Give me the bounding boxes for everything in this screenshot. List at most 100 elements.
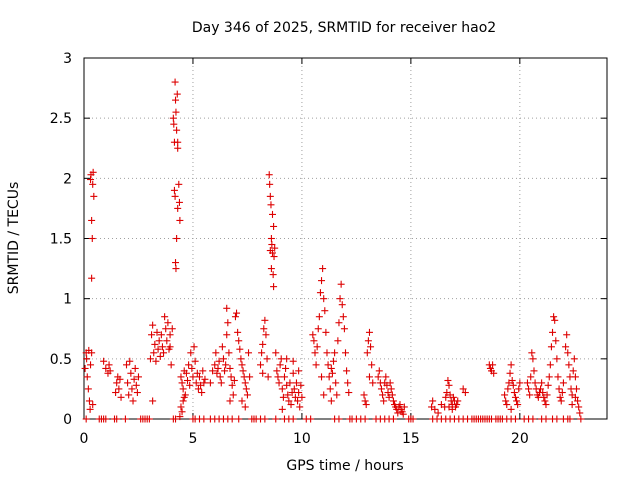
data-point [237, 355, 245, 363]
data-point [571, 373, 579, 381]
data-point [289, 415, 297, 423]
data-point [510, 389, 518, 397]
data-point [556, 393, 564, 401]
data-point [448, 405, 456, 413]
data-point [267, 235, 275, 242]
data-point [176, 216, 184, 224]
data-point [269, 271, 277, 279]
data-point [85, 397, 93, 405]
data-point [375, 367, 383, 375]
data-point [379, 391, 387, 399]
data-point [236, 345, 244, 353]
data-point [574, 397, 582, 405]
data-point [172, 96, 180, 104]
data-point [262, 331, 270, 339]
data-point [225, 349, 233, 357]
data-point [239, 367, 247, 375]
data-point [113, 379, 121, 387]
data-point [307, 415, 315, 423]
data-point [267, 201, 275, 209]
data-point [198, 389, 206, 397]
data-point [320, 295, 328, 303]
data-point [170, 120, 178, 128]
data-point [564, 349, 572, 357]
data-point [242, 385, 250, 393]
data-point [178, 379, 186, 387]
data-point [186, 381, 194, 389]
data-point [219, 355, 227, 363]
data-point [542, 401, 550, 409]
data-point [316, 289, 324, 297]
data-point [546, 361, 554, 369]
data-point [212, 349, 220, 357]
data-point [343, 367, 351, 375]
data-point [230, 376, 238, 384]
data-point [201, 375, 209, 383]
data-point [284, 391, 292, 399]
data-point [131, 364, 139, 372]
data-point [224, 319, 232, 327]
data-point [335, 415, 343, 423]
data-point [514, 401, 522, 409]
data-point [206, 379, 214, 387]
data-point [179, 397, 187, 405]
data-point [87, 361, 95, 369]
data-point [537, 385, 545, 393]
data-point [394, 409, 402, 417]
data-point [152, 357, 160, 365]
data-point [102, 415, 110, 423]
data-point [513, 397, 521, 405]
data-point [173, 126, 181, 134]
data-point [214, 364, 222, 372]
data-point [324, 361, 332, 369]
data-point [576, 409, 584, 417]
data-point [211, 361, 219, 369]
data-point [217, 379, 225, 387]
data-point [569, 367, 577, 375]
data-point [200, 415, 208, 423]
data-point [128, 385, 136, 393]
data-point [188, 364, 196, 372]
x-tick-label: 10 [293, 431, 311, 447]
data-point [454, 397, 462, 405]
data-point [516, 379, 524, 387]
data-point [150, 349, 158, 357]
data-point [374, 373, 382, 381]
data-point [369, 379, 377, 387]
data-point [266, 192, 274, 200]
data-point [558, 389, 566, 397]
data-point [149, 321, 157, 329]
data-point [389, 397, 397, 405]
x-tick-label: 0 [80, 431, 89, 447]
data-point [274, 373, 282, 381]
data-point [528, 349, 536, 357]
data-point [562, 343, 570, 351]
data-point [192, 379, 200, 387]
data-point [327, 397, 335, 405]
data-point [283, 355, 291, 363]
data-point [228, 381, 236, 389]
data-point [377, 385, 385, 393]
data-point [344, 379, 352, 387]
data-point [88, 349, 96, 357]
data-point [337, 280, 345, 288]
data-point [368, 361, 376, 369]
data-point [319, 265, 327, 273]
data-point [164, 319, 172, 327]
data-point [529, 355, 537, 363]
data-point [169, 114, 177, 122]
data-point [334, 337, 342, 345]
data-point [508, 376, 516, 384]
data-point [228, 415, 236, 423]
data-point [527, 373, 535, 381]
data-point [241, 379, 249, 387]
data-point [575, 403, 583, 411]
data-point [295, 389, 303, 397]
data-point [265, 171, 273, 179]
data-point [309, 331, 317, 339]
data-point [555, 385, 563, 393]
data-point [272, 349, 280, 357]
data-point [449, 393, 457, 401]
data-point [311, 349, 319, 357]
data-point [287, 401, 295, 409]
